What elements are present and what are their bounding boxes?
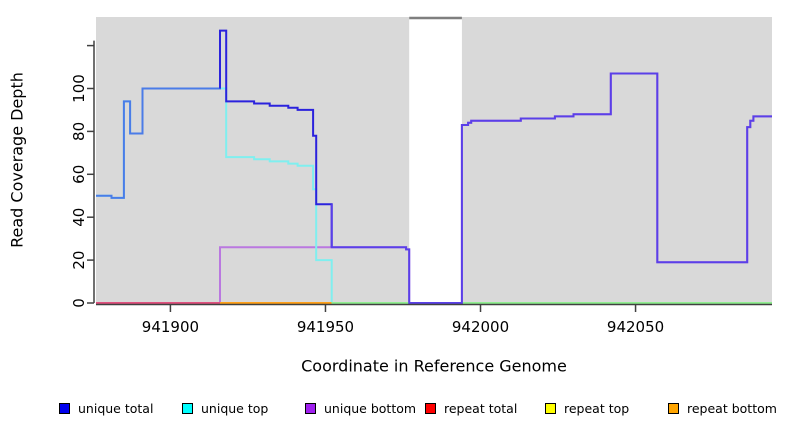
legend-label: repeat top bbox=[564, 400, 630, 416]
y-axis-label: Read Coverage Depth bbox=[7, 72, 27, 248]
legend-item-unique-total: unique total bbox=[59, 400, 153, 416]
legend-label: repeat total bbox=[444, 400, 518, 416]
y-tick-label-60: 60 bbox=[70, 165, 88, 184]
y-tick-label-80: 80 bbox=[70, 122, 88, 141]
legend-label: unique total bbox=[78, 400, 154, 416]
legend-item-unique-top: unique top bbox=[182, 400, 268, 416]
no-data-gap-band bbox=[409, 17, 462, 303]
legend-item-repeat-bottom: repeat bottom bbox=[668, 400, 777, 416]
y-tick-label-0: 0 bbox=[70, 298, 88, 308]
legend-label: repeat bottom bbox=[687, 400, 777, 416]
series-unique-total-line-seg1 bbox=[219, 29, 333, 248]
legend-swatch-unique-total bbox=[59, 402, 70, 414]
y-tick-label-20: 20 bbox=[70, 251, 88, 270]
y-tick-label-100: 100 bbox=[70, 74, 88, 103]
legend-swatch-unique-top bbox=[182, 402, 193, 414]
y-tick-label-40: 40 bbox=[70, 208, 88, 227]
legend-label: unique bottom bbox=[324, 400, 417, 416]
legend-item-repeat-top: repeat top bbox=[545, 400, 629, 416]
x-tick-label-941950: 941950 bbox=[297, 318, 354, 336]
x-tick-label-942000: 942000 bbox=[452, 318, 509, 336]
legend-item-repeat-total: repeat total bbox=[425, 400, 517, 416]
legend-swatch-repeat-bottom bbox=[668, 402, 679, 414]
x-tick-label-942050: 942050 bbox=[607, 318, 664, 336]
legend-label: unique top bbox=[201, 400, 269, 416]
legend-swatch-repeat-total bbox=[425, 402, 436, 414]
legend-swatch-unique-bottom bbox=[305, 402, 316, 414]
legend: unique total unique top unique bottom repea… bbox=[0, 400, 792, 420]
series-unique-total-line-seg2 bbox=[330, 72, 772, 304]
x-tick-label-941900: 941900 bbox=[142, 318, 199, 336]
x-axis-label: Coordinate in Reference Genome bbox=[301, 356, 567, 376]
legend-item-unique-bottom: unique bottom bbox=[305, 400, 416, 416]
series-unique-total-line-seg0 bbox=[96, 30, 221, 199]
legend-swatch-repeat-top bbox=[545, 402, 556, 414]
